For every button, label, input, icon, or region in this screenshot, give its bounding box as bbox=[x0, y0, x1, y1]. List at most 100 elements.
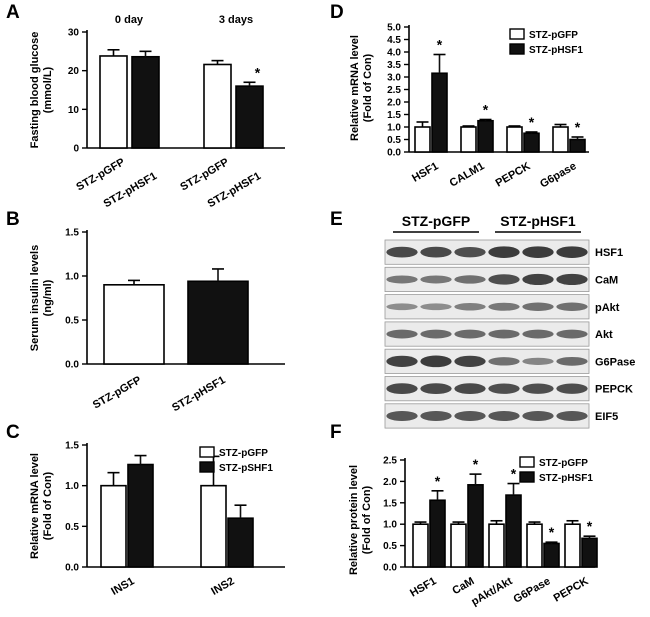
y-axis-title-line: (mmol/L) bbox=[42, 66, 54, 113]
significance-star: * bbox=[255, 64, 261, 80]
blot-band bbox=[488, 274, 520, 285]
blot-band bbox=[556, 410, 588, 421]
bar bbox=[200, 484, 227, 568]
y-tick-label: 1.0 bbox=[383, 520, 397, 531]
bar bbox=[103, 283, 165, 365]
blot-band bbox=[522, 410, 554, 421]
y-tick-label: 2.0 bbox=[387, 98, 401, 109]
legend-label: STZ-pGFP bbox=[529, 30, 578, 41]
bar bbox=[187, 280, 249, 365]
bar bbox=[431, 72, 448, 153]
blot-band bbox=[420, 303, 452, 311]
blot-band bbox=[488, 302, 520, 311]
bar bbox=[100, 484, 127, 568]
y-tick-label: 0 bbox=[73, 144, 79, 155]
y-axis-title-line: Relative protein level bbox=[348, 465, 360, 575]
significance-star: * bbox=[437, 37, 443, 53]
x-category-label: G6Pase bbox=[512, 575, 553, 606]
y-tick-label: 0.0 bbox=[65, 360, 79, 371]
legend-label: STZ-pHSF1 bbox=[539, 473, 593, 484]
y-tick-label: 1.5 bbox=[383, 498, 397, 509]
y-axis-title: Relative mRNA level(Fold of Con) bbox=[349, 35, 374, 141]
x-category-label: PEPCK bbox=[552, 575, 591, 604]
blot-band bbox=[556, 273, 588, 286]
blot-strip bbox=[384, 266, 590, 292]
y-tick-label: 2.5 bbox=[387, 85, 401, 96]
panel-letter: B bbox=[6, 209, 20, 230]
bar bbox=[99, 55, 128, 149]
blot-band bbox=[454, 329, 486, 339]
blot-band bbox=[522, 329, 554, 339]
blot-row: G6Pase bbox=[384, 348, 635, 374]
blot-row-label: Akt bbox=[595, 329, 613, 341]
bar bbox=[488, 523, 505, 568]
significance-star: * bbox=[549, 524, 555, 540]
x-category-label: STZ-pGFP bbox=[74, 156, 127, 193]
x-category-label: STZ-pGFP bbox=[178, 156, 231, 193]
blot-strip bbox=[384, 321, 590, 347]
bar bbox=[203, 63, 232, 149]
bar bbox=[477, 119, 494, 153]
blot-band bbox=[454, 410, 486, 421]
y-tick-label: 1.5 bbox=[387, 110, 401, 121]
blot-band bbox=[454, 275, 486, 284]
blot-band bbox=[522, 302, 554, 311]
y-tick-label: 0.0 bbox=[65, 563, 79, 574]
y-tick-label: 4.0 bbox=[387, 48, 401, 59]
significance-star: * bbox=[483, 102, 489, 118]
bar bbox=[467, 484, 484, 568]
y-axis-title-line: Fasting blood glucose bbox=[29, 32, 41, 149]
blot-band bbox=[488, 329, 520, 339]
x-category-label: STZ-pGFP bbox=[91, 374, 144, 411]
blot-band bbox=[522, 357, 554, 365]
blot-row: HSF1 bbox=[384, 239, 623, 265]
blot-band bbox=[420, 383, 452, 395]
y-axis-title: Fasting blood glucose(mmol/L) bbox=[29, 32, 54, 149]
blot-band bbox=[488, 357, 520, 366]
blot-band bbox=[556, 246, 588, 258]
x-category-label: HSF1 bbox=[408, 575, 438, 599]
blot-group-label: STZ-pGFP bbox=[402, 213, 470, 229]
blot-band bbox=[386, 303, 418, 311]
y-axis-title-line: (Fold of Con) bbox=[42, 471, 54, 540]
panel-a: 0 10 20 30 Fasting blood glucose(mmol/L) A STZ… bbox=[6, 2, 285, 210]
blot-band bbox=[556, 302, 588, 311]
blot-band bbox=[488, 383, 520, 394]
bar bbox=[505, 494, 522, 568]
y-tick-label: 1.0 bbox=[387, 123, 401, 134]
y-axis-title-line: Serum insulin levels bbox=[29, 245, 41, 351]
legend-swatch bbox=[199, 446, 215, 458]
y-tick-label: 30 bbox=[68, 28, 80, 39]
bar bbox=[460, 126, 477, 153]
blot-band bbox=[488, 246, 520, 258]
blot-strip bbox=[384, 403, 590, 429]
x-category-label: INS2 bbox=[209, 575, 236, 598]
blot-row: Akt bbox=[384, 321, 613, 347]
x-category-label: INS1 bbox=[109, 575, 136, 598]
significance-star: * bbox=[575, 119, 581, 135]
blot-row: EIF5 bbox=[384, 403, 618, 429]
bar bbox=[429, 499, 446, 568]
x-category-label: CALM1 bbox=[448, 160, 487, 189]
x-category-label: HSF1 bbox=[410, 160, 440, 184]
y-axis-title-line: (Fold of Con) bbox=[362, 53, 374, 122]
blot-band bbox=[386, 246, 418, 258]
y-tick-label: 1.0 bbox=[65, 481, 79, 492]
blot-row-label: PEPCK bbox=[595, 384, 633, 396]
y-tick-label: 3.0 bbox=[387, 73, 401, 84]
legend-swatch bbox=[199, 461, 215, 473]
y-tick-label: 1.5 bbox=[65, 228, 79, 239]
blot-band bbox=[454, 246, 486, 258]
blot-strip bbox=[384, 239, 590, 265]
group-label: 0 day bbox=[115, 14, 144, 26]
y-axis-title: Relative mRNA level(Fold of Con) bbox=[29, 453, 54, 559]
blot-band bbox=[556, 329, 588, 339]
bar bbox=[127, 463, 154, 568]
blot-band bbox=[420, 275, 452, 284]
y-tick-label: 2.0 bbox=[383, 477, 397, 488]
blot-band bbox=[556, 356, 588, 366]
bar bbox=[450, 523, 467, 568]
panel-letter: A bbox=[6, 2, 20, 23]
blot-row: pAkt bbox=[384, 294, 620, 320]
